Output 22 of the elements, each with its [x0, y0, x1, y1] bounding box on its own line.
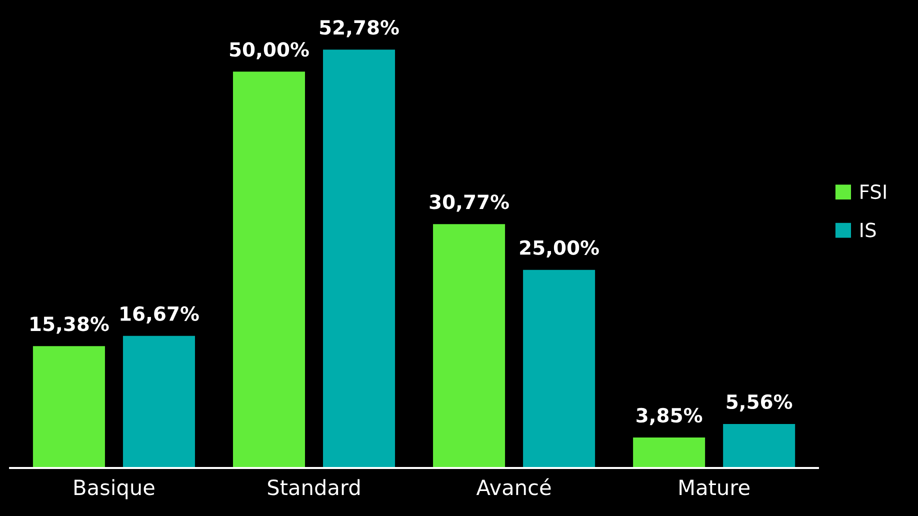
data-label: 3,85% [636, 408, 702, 426]
data-label: 30,77% [430, 194, 509, 212]
bar [523, 270, 596, 468]
bar [323, 50, 396, 468]
data-label: 50,00% [230, 42, 309, 60]
x-tick-label: Mature [680, 480, 750, 496]
data-label: 16,67% [120, 306, 199, 324]
x-tick-label: Avancé [476, 478, 551, 496]
x-tick-label: Basique [74, 479, 154, 500]
data-label: 15,38% [30, 316, 109, 334]
legend-label: IS [860, 222, 876, 238]
legend-label: FSI [860, 184, 886, 200]
bar [122, 336, 195, 468]
bar [723, 424, 796, 468]
data-label: 5,56% [726, 394, 792, 412]
data-label: 52,78% [320, 20, 399, 38]
bar [633, 437, 706, 468]
x-tick-label: Standard [268, 479, 360, 496]
data-label: 25,00% [520, 240, 599, 258]
bar [232, 72, 305, 468]
bar [32, 346, 105, 468]
bar [433, 224, 506, 468]
